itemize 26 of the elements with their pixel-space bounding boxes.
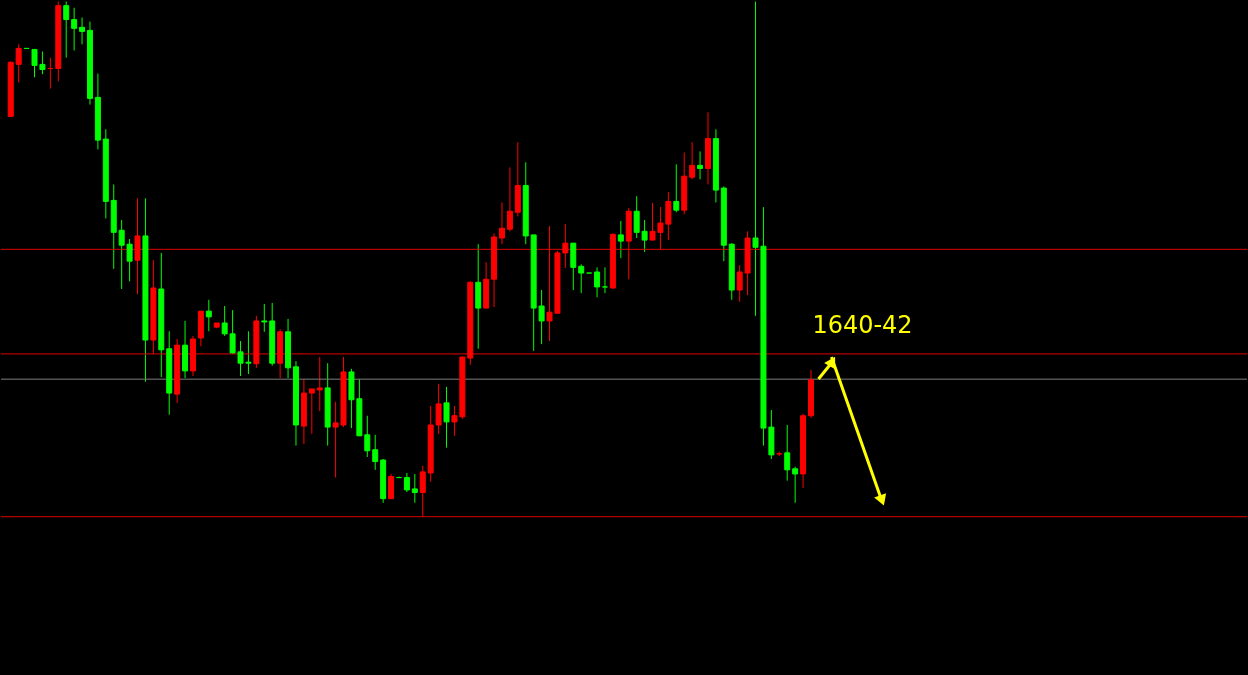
candlestick [617,220,624,259]
candlestick [261,303,268,333]
candlestick [697,150,704,180]
candlestick [403,472,410,493]
candlestick [316,356,323,412]
candlestick [79,17,86,45]
candlestick [443,386,450,449]
annotation: 1640-42 [812,311,913,340]
candlestick [506,166,513,232]
candlestick [308,388,315,435]
candlestick [63,1,70,59]
candlestick [673,163,680,213]
candlestick [205,299,212,332]
candlestick [15,43,22,83]
candlestick [792,466,799,504]
candlestick [372,434,379,471]
candlestick [784,424,791,482]
candlestick [601,266,608,294]
candlestick [578,263,585,294]
candlestick [419,465,426,518]
candlestick [71,7,78,51]
candlestick [594,266,601,298]
candlestick [388,473,395,500]
candlestick [498,201,505,245]
candlestick [689,141,696,180]
candlestick [411,473,418,504]
